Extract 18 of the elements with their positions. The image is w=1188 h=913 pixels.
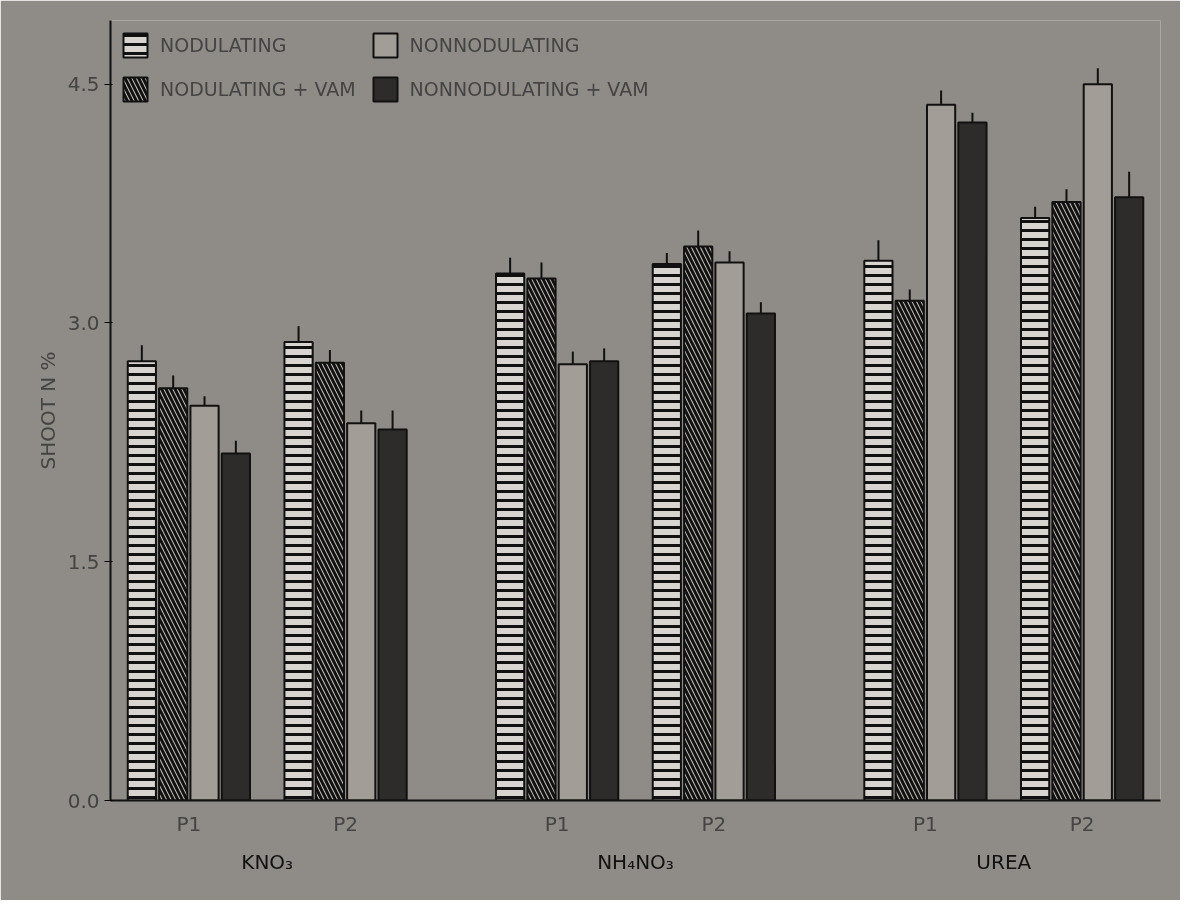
legend-label: NONNODULATING + VAM — [409, 78, 649, 100]
x-tick-label: P1 — [544, 811, 570, 836]
x-tick-label: P1 — [913, 811, 938, 836]
y-tick-label: 0.0 — [67, 788, 100, 813]
x-tick-label: P2 — [701, 811, 727, 836]
legend-label: NODULATING + VAM — [160, 78, 356, 100]
y-tick-label: 3.0 — [67, 310, 100, 335]
y-axis-title: SHOOT N % — [35, 351, 60, 470]
y-tick-label: 1.5 — [67, 549, 100, 574]
x-tick-label: P2 — [333, 811, 358, 836]
x-tick-label: P2 — [1069, 811, 1095, 836]
x-tick-label: P1 — [176, 811, 202, 836]
text: UREA — [976, 849, 1032, 874]
text: KNO₃ — [241, 849, 294, 874]
text: NH₄NO₃ — [597, 849, 674, 874]
y-tick-label: 4.5 — [67, 72, 100, 97]
legend-label: NODULATING — [160, 34, 287, 56]
legend-label: NONNODULATING — [409, 34, 580, 56]
